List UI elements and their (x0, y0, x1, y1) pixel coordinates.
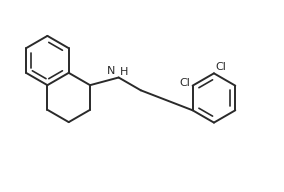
Text: N: N (107, 65, 116, 75)
Text: H: H (120, 66, 128, 77)
Text: Cl: Cl (180, 78, 191, 88)
Text: Cl: Cl (215, 62, 226, 72)
